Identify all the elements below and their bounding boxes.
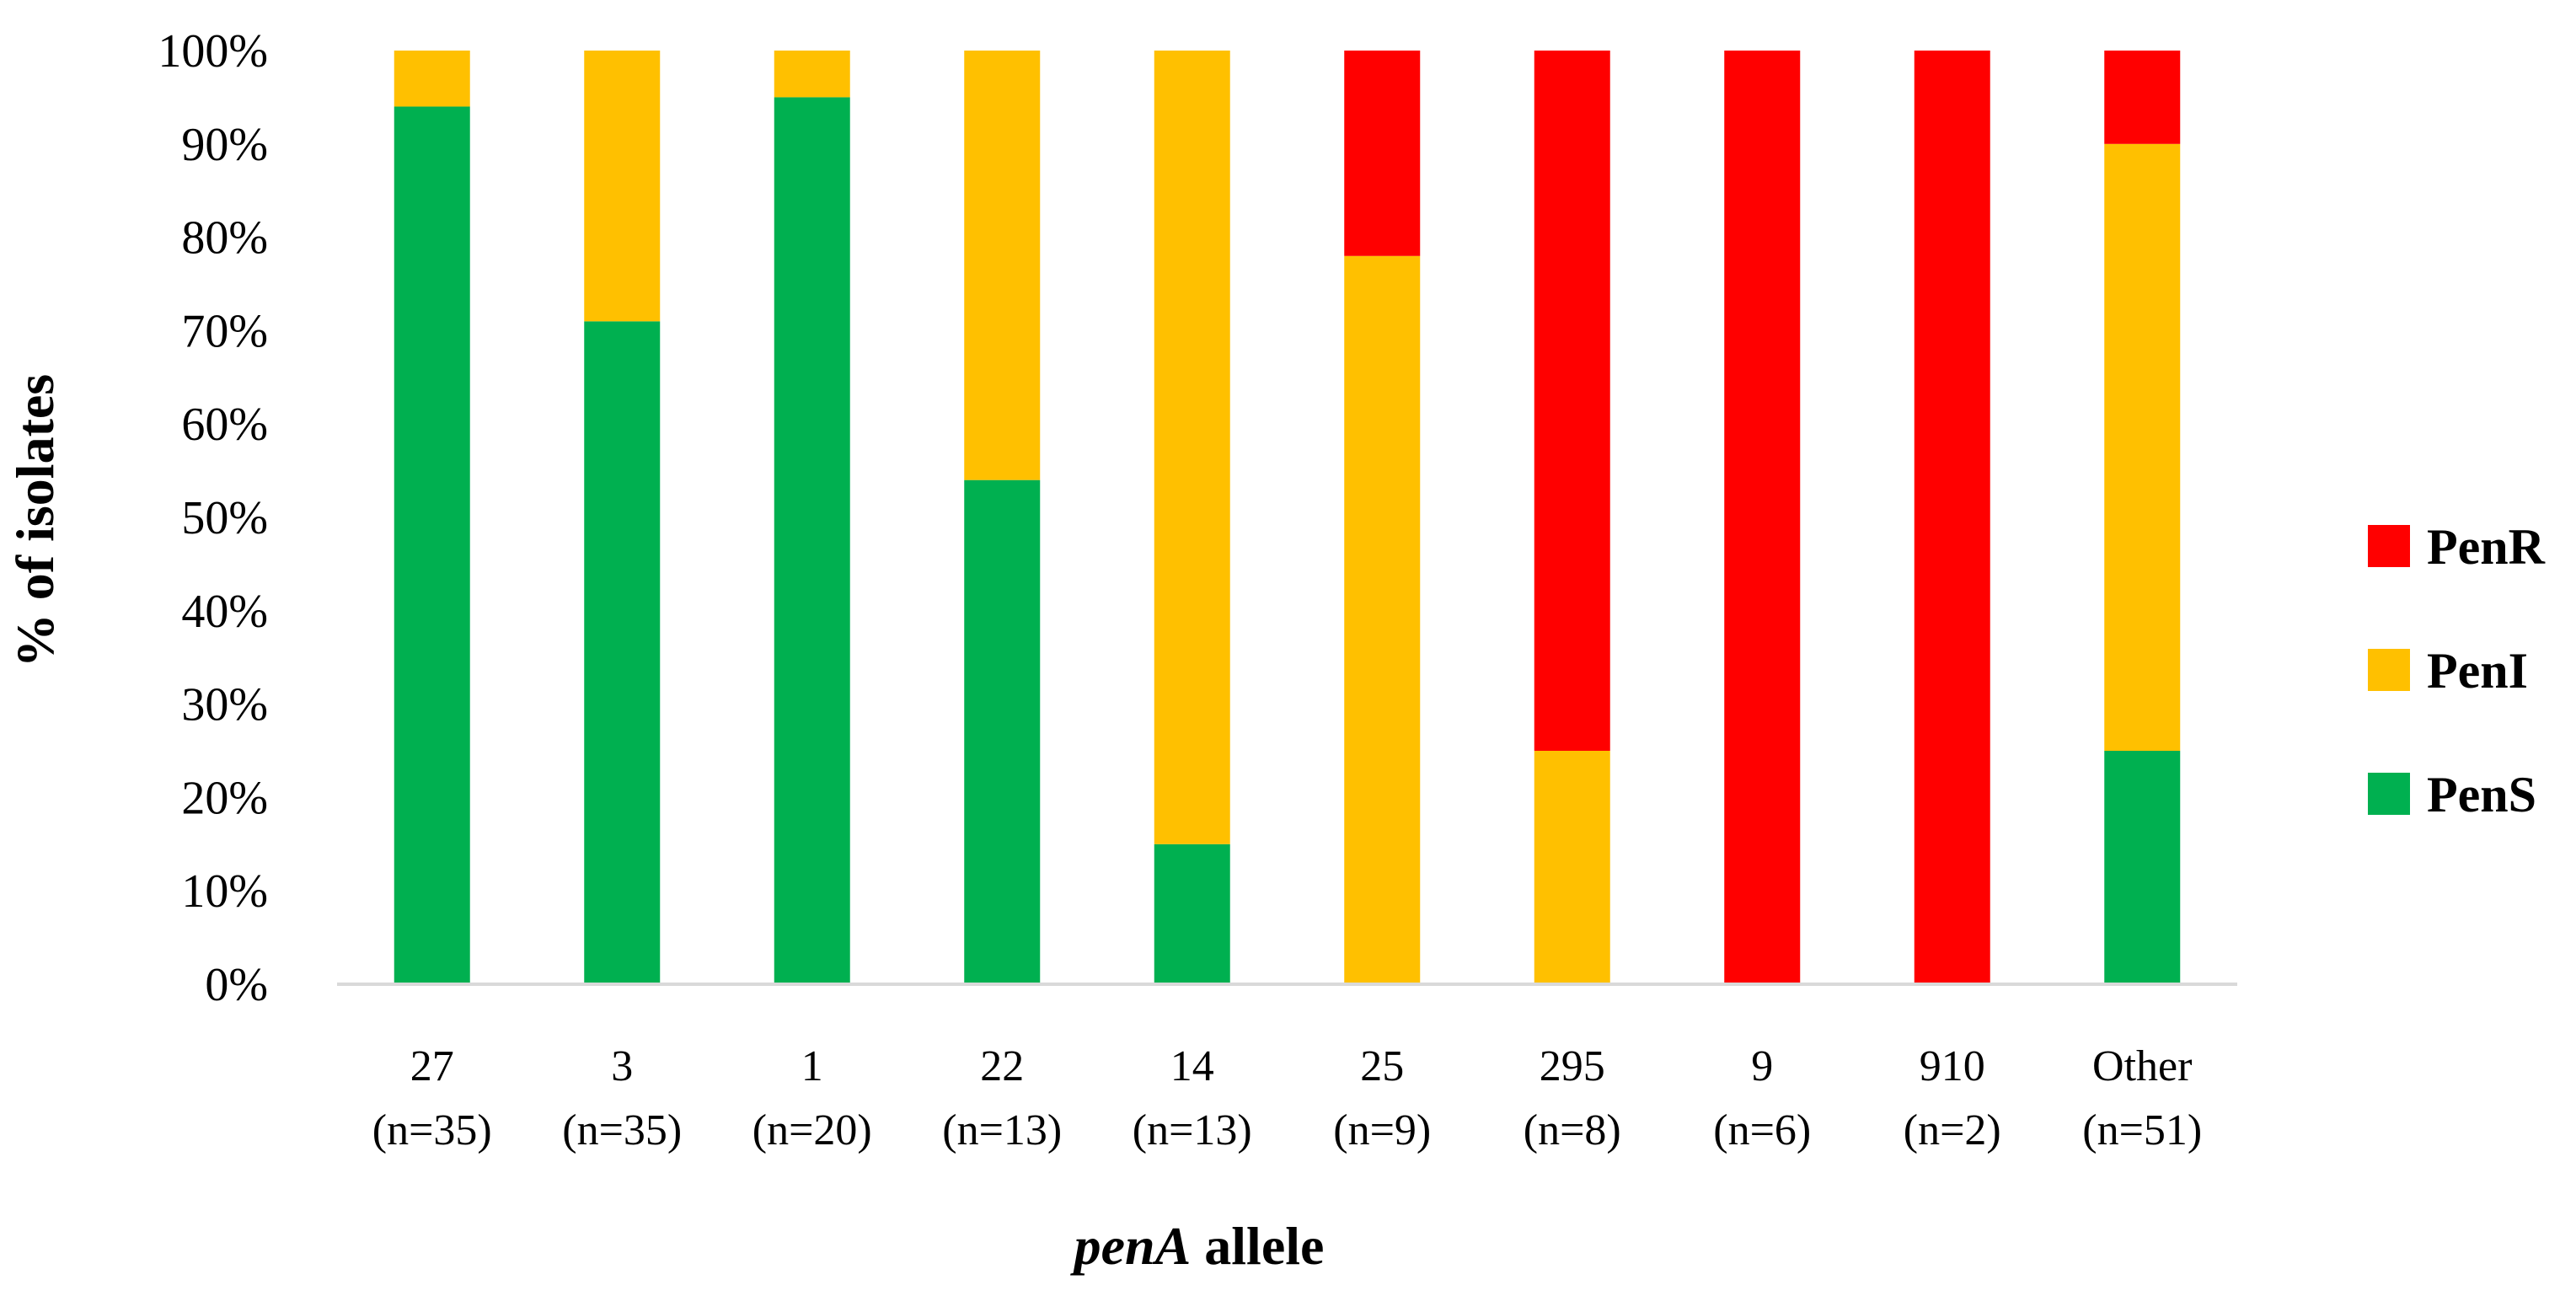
x-tick-label: 27 — [410, 1042, 454, 1090]
x-tick-label: 22 — [980, 1042, 1024, 1090]
x-tick-label: 910 — [1920, 1042, 1985, 1090]
bar-segment-pens-1 — [584, 321, 661, 984]
bar-segment-penr-8 — [1914, 51, 1990, 984]
x-tick-label: Other — [2092, 1042, 2192, 1090]
bar-segment-peni-5 — [1344, 255, 1421, 984]
x-tick-sublabel: (n=9) — [1333, 1106, 1431, 1154]
y-tick-label: 90% — [181, 119, 268, 171]
y-tick-label: 100% — [158, 25, 268, 78]
x-tick-sublabel: (n=35) — [372, 1106, 492, 1154]
x-tick-label: 9 — [1751, 1042, 1773, 1090]
legend-label-penr: PenR — [2427, 519, 2546, 575]
x-axis-title: penA allele — [1070, 1216, 1325, 1276]
x-tick-sublabel: (n=6) — [1713, 1106, 1811, 1154]
bar-segment-pens-0 — [394, 106, 470, 985]
x-axis-ticks: 27 (n=35) 3 (n=35) 1 (n=20) 22 (n=13) 14 (n=13) 25… — [372, 1042, 2202, 1154]
legend-label-peni: PenI — [2427, 643, 2528, 699]
bar-segment-peni-6 — [1534, 751, 1610, 984]
y-axis-title: % of isolates — [5, 374, 65, 667]
bar-segment-pens-9 — [2104, 751, 2181, 984]
x-axis-title-rest: allele — [1191, 1216, 1324, 1276]
x-tick-sublabel: (n=2) — [1904, 1106, 2001, 1154]
legend-swatch-penr — [2368, 525, 2410, 567]
x-axis-title-italic: penA — [1070, 1216, 1192, 1276]
y-tick-label: 20% — [181, 772, 268, 824]
x-tick-sublabel: (n=51) — [2082, 1106, 2202, 1154]
y-tick-label: 0% — [205, 959, 268, 1011]
y-tick-label: 60% — [181, 399, 268, 451]
bars — [394, 51, 2181, 985]
y-axis-ticks: 0% 10% 20% 30% 40% 50% 60% 70% 80% 90% 100% — [158, 25, 268, 1011]
legend-swatch-pens — [2368, 773, 2410, 815]
x-tick-label: 295 — [1540, 1042, 1605, 1090]
legend-label-pens: PenS — [2427, 767, 2536, 822]
y-tick-label: 70% — [181, 305, 268, 357]
y-tick-label: 80% — [181, 212, 268, 265]
bar-segment-pens-3 — [964, 479, 1041, 984]
y-tick-label: 50% — [181, 492, 268, 544]
legend: PenR PenI PenS — [2368, 519, 2546, 822]
bar-segment-peni-1 — [584, 51, 661, 322]
bar-segment-pens-2 — [774, 97, 850, 984]
x-tick-label: 14 — [1170, 1042, 1214, 1090]
y-tick-label: 30% — [181, 679, 268, 731]
x-tick-label: 1 — [801, 1042, 823, 1090]
bar-segment-peni-2 — [774, 51, 850, 98]
x-tick-sublabel: (n=35) — [562, 1106, 682, 1154]
bar-segment-penr-9 — [2104, 51, 2181, 144]
bar-segment-penr-7 — [1724, 51, 1801, 984]
x-tick-sublabel: (n=13) — [1133, 1106, 1252, 1154]
bar-segment-peni-0 — [394, 51, 470, 107]
x-tick-sublabel: (n=20) — [752, 1106, 872, 1154]
bar-segment-peni-4 — [1154, 51, 1230, 844]
bar-segment-peni-9 — [2104, 143, 2181, 752]
x-tick-sublabel: (n=8) — [1524, 1106, 1621, 1154]
bar-segment-pens-4 — [1154, 843, 1230, 984]
bar-segment-penr-6 — [1534, 51, 1610, 751]
bar-segment-peni-3 — [964, 51, 1041, 480]
x-tick-sublabel: (n=13) — [942, 1106, 1062, 1154]
y-tick-label: 10% — [181, 865, 268, 918]
legend-swatch-peni — [2368, 649, 2410, 691]
y-tick-label: 40% — [181, 586, 268, 638]
x-tick-label: 3 — [611, 1042, 633, 1090]
x-tick-label: 25 — [1360, 1042, 1404, 1090]
bar-segment-penr-5 — [1344, 51, 1421, 256]
